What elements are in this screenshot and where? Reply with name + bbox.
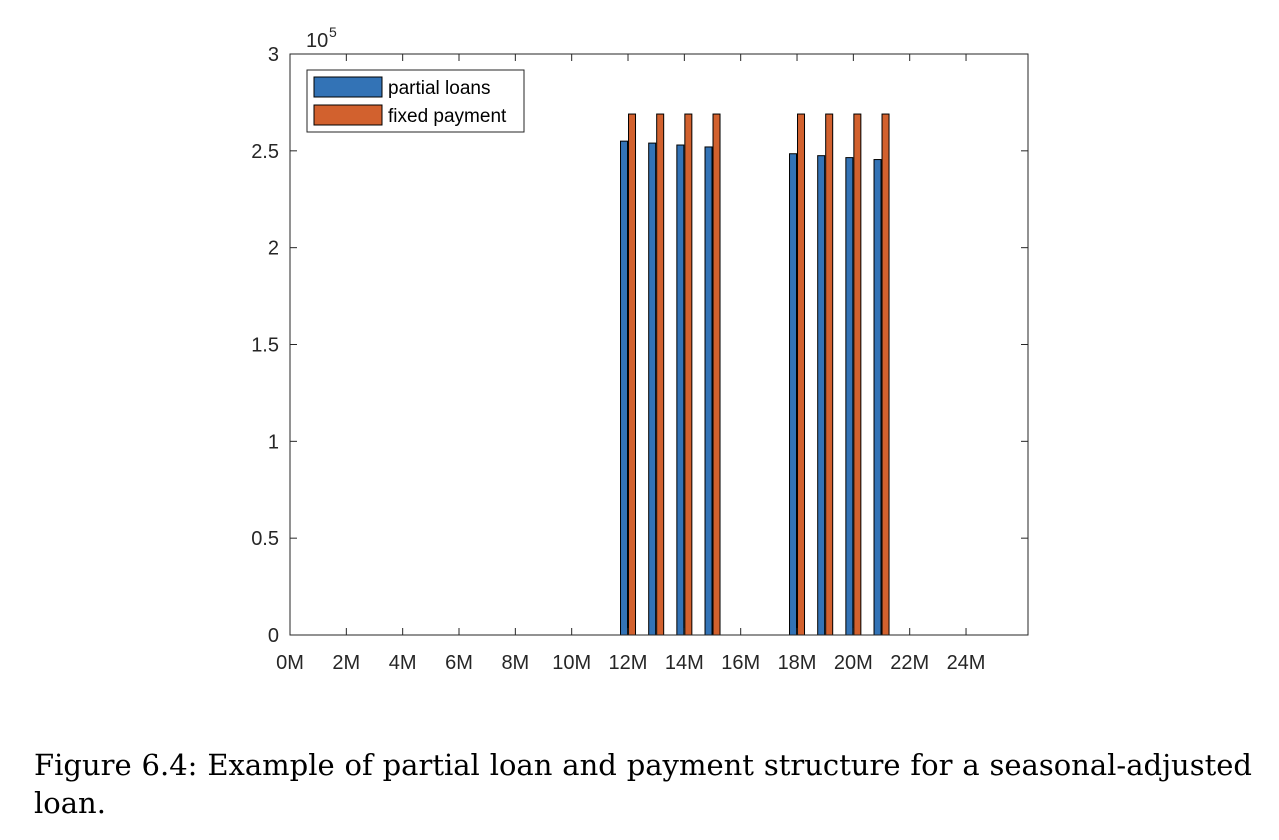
- bar-partial-loans: [817, 155, 826, 636]
- x-tick-label: 12M: [609, 652, 648, 674]
- y-exponent-power: 5: [329, 24, 337, 40]
- legend-label-fixed-payment: fixed payment: [388, 106, 507, 127]
- bar-fixed-payment: [656, 113, 665, 636]
- bar-chart: 0M 2M 4M 6M 8M 10M 12M 14M 16M 18M 20M 22M 24M 0 0.5 1 1…: [251, 24, 1029, 674]
- bar-partial-loans: [648, 142, 657, 636]
- x-tick-label: 6M: [445, 652, 473, 674]
- bars-layer: [620, 113, 890, 636]
- x-tick-label: 4M: [389, 652, 417, 674]
- x-tick-label: 0M: [276, 652, 304, 674]
- bar-fixed-payment: [628, 113, 637, 636]
- y-axis-exponent: 10 5: [306, 24, 337, 52]
- x-tick-label: 2M: [332, 652, 360, 674]
- x-tick-label: 10M: [552, 652, 591, 674]
- bar-fixed-payment: [712, 113, 721, 636]
- y-tick-label: 2.5: [251, 141, 279, 163]
- bar-partial-loans: [873, 159, 882, 636]
- bar-partial-loans: [789, 153, 798, 636]
- bar-fixed-payment: [684, 113, 693, 636]
- bar-partial-loans: [704, 146, 713, 636]
- axis-ticks: [289, 53, 1028, 636]
- x-tick-label: 14M: [665, 652, 704, 674]
- y-tick-label: 0.5: [251, 528, 279, 550]
- x-tick-label: 24M: [947, 652, 986, 674]
- x-tick-label: 22M: [890, 652, 929, 674]
- bar-fixed-payment: [881, 113, 890, 636]
- legend: partial loans fixed payment: [306, 69, 525, 133]
- y-tick-label: 1: [268, 431, 279, 453]
- bar-fixed-payment: [853, 113, 862, 636]
- x-tick-label: 20M: [834, 652, 873, 674]
- legend-swatch-partial-loans: [313, 76, 383, 98]
- y-tick-label: 3: [268, 44, 279, 66]
- y-tick-label: 1.5: [251, 335, 279, 357]
- x-tick-label: 16M: [721, 652, 760, 674]
- x-tick-label: 8M: [501, 652, 529, 674]
- bar-partial-loans: [620, 140, 629, 636]
- legend-swatch-fixed-payment: [313, 104, 383, 126]
- y-tick-label: 0: [268, 625, 279, 647]
- x-tick-label: 18M: [778, 652, 817, 674]
- bar-fixed-payment: [797, 113, 806, 636]
- bar-partial-loans: [676, 144, 685, 636]
- bar-partial-loans: [845, 157, 854, 636]
- figure-caption: Figure 6.4: Example of partial loan and …: [34, 748, 1252, 820]
- y-exponent-base: 10: [306, 30, 328, 52]
- axis-tick-labels: 0M 2M 4M 6M 8M 10M 12M 14M 16M 18M 20M 22M 24M 0 0.5 1 1…: [251, 44, 985, 674]
- bar-fixed-payment: [825, 113, 834, 636]
- legend-label-partial-loans: partial loans: [388, 78, 490, 99]
- y-tick-label: 2: [268, 238, 279, 260]
